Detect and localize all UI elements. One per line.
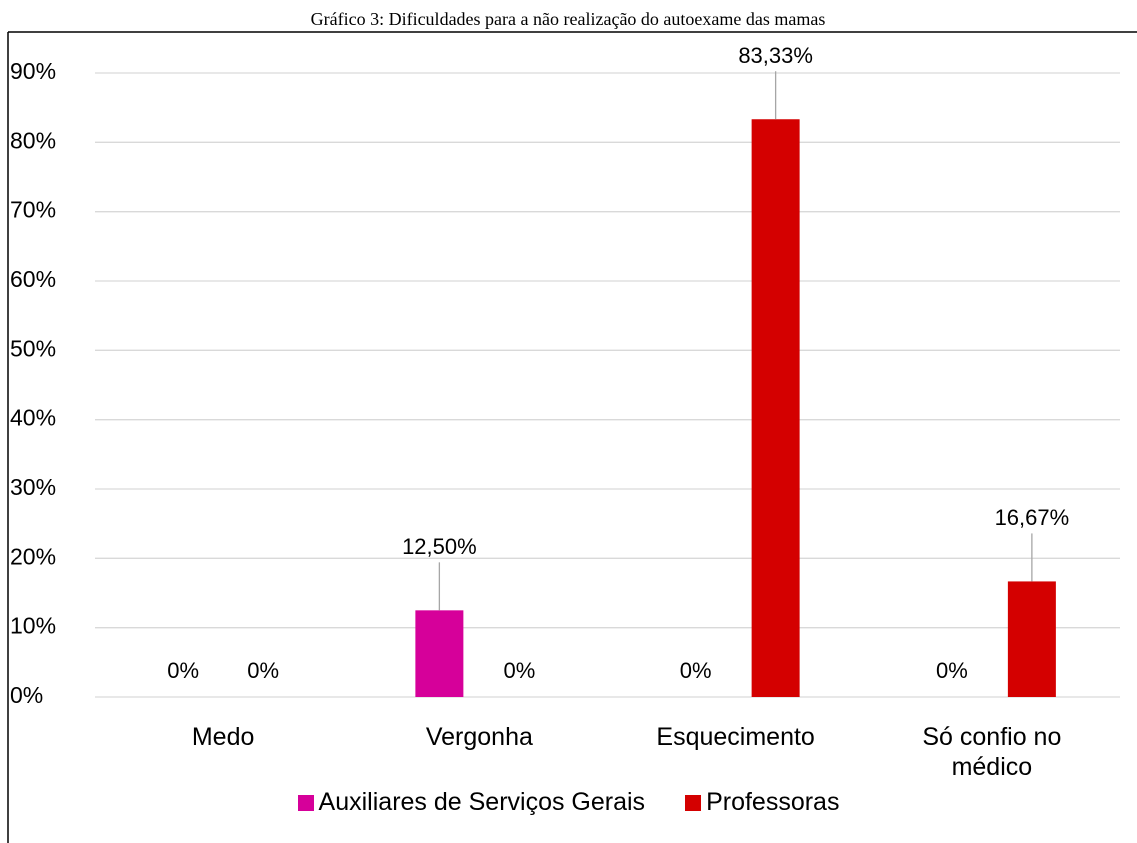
legend: Auxiliares de Serviços Gerais Professoras: [0, 788, 1137, 817]
data-label: 0%: [680, 658, 712, 683]
bar: [751, 119, 800, 697]
x-tick-label: Vergonha: [425, 723, 533, 751]
legend-label: Auxiliares de Serviços Gerais: [318, 788, 646, 816]
bar: [1007, 581, 1056, 697]
y-tick-label: 0%: [10, 682, 43, 708]
y-tick-label: 60%: [10, 266, 56, 292]
y-tick-label: 80%: [10, 127, 56, 153]
x-tick-label: Só confio no médico: [922, 723, 1062, 781]
legend-swatch: [297, 794, 314, 811]
data-label: 0%: [247, 658, 279, 683]
y-tick-label: 40%: [10, 405, 56, 431]
y-tick-label: 30%: [10, 474, 56, 500]
data-label: 83,33%: [738, 43, 813, 68]
legend-item: Professoras: [685, 788, 839, 817]
legend-swatch: [685, 794, 702, 811]
legend-item: Auxiliares de Serviços Gerais: [297, 788, 646, 817]
y-tick-label: 90%: [10, 58, 56, 84]
bar: [415, 610, 464, 697]
data-label: 0%: [167, 658, 199, 683]
y-tick-label: 70%: [10, 197, 56, 223]
legend-label: Professoras: [706, 788, 840, 816]
data-label: 0%: [936, 658, 968, 683]
x-tick-label: Esquecimento: [656, 723, 815, 751]
y-tick-label: 10%: [10, 613, 56, 639]
data-label: 12,50%: [402, 534, 477, 559]
chart-title: Gráfico 3: Dificuldades para a não reali…: [311, 9, 826, 29]
data-label: 0%: [503, 658, 535, 683]
x-tick-label: Medo: [191, 723, 255, 751]
data-label: 16,67%: [995, 505, 1070, 530]
y-tick-label: 50%: [10, 335, 56, 361]
y-tick-label: 20%: [10, 543, 56, 569]
